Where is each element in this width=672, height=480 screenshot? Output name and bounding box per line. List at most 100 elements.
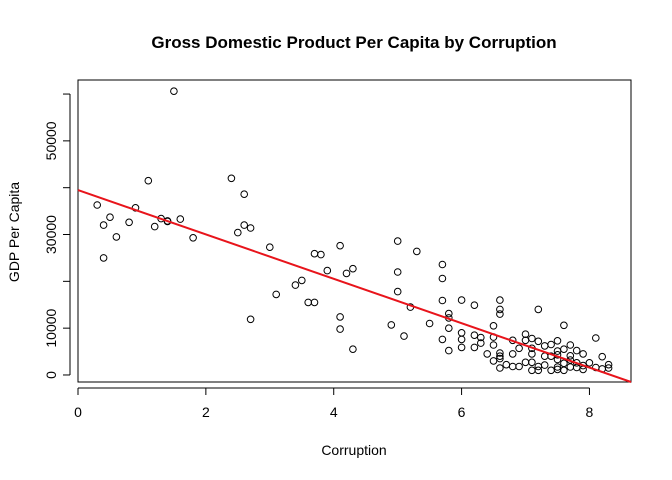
data-point bbox=[438, 274, 447, 283]
data-point bbox=[310, 298, 319, 307]
data-point bbox=[150, 222, 159, 231]
data-point bbox=[99, 254, 108, 262]
data-point bbox=[298, 276, 306, 285]
data-point bbox=[496, 349, 504, 357]
data-point bbox=[227, 174, 236, 183]
y-tick-label: 30000 bbox=[43, 215, 59, 254]
data-point bbox=[457, 296, 466, 304]
data-point bbox=[534, 337, 543, 346]
points-layer bbox=[93, 87, 613, 375]
data-point bbox=[272, 290, 281, 299]
data-point bbox=[508, 350, 517, 358]
data-point bbox=[445, 309, 453, 318]
data-point bbox=[246, 315, 255, 324]
x-tick-label: 4 bbox=[330, 404, 338, 420]
data-point bbox=[604, 360, 613, 369]
data-point bbox=[438, 260, 447, 269]
data-point bbox=[547, 366, 555, 375]
data-point bbox=[400, 332, 408, 340]
data-point bbox=[457, 335, 466, 344]
data-point bbox=[496, 296, 504, 304]
chart-title: Gross Domestic Product Per Capita by Cor… bbox=[151, 33, 556, 52]
data-point bbox=[189, 234, 197, 242]
data-point bbox=[566, 341, 575, 349]
data-point bbox=[496, 352, 504, 361]
plot-frame bbox=[77, 79, 632, 383]
data-point bbox=[592, 334, 600, 342]
regression-line bbox=[77, 189, 632, 383]
data-point bbox=[515, 362, 523, 371]
data-point bbox=[393, 268, 402, 276]
data-point bbox=[496, 310, 504, 318]
y-tick-label: 10000 bbox=[43, 308, 59, 347]
data-point bbox=[125, 218, 133, 227]
x-axis-label: Corruption bbox=[321, 442, 386, 458]
data-point bbox=[393, 287, 402, 296]
data-point bbox=[310, 249, 319, 258]
data-point bbox=[291, 281, 300, 289]
data-point bbox=[234, 228, 242, 237]
data-point bbox=[342, 269, 351, 278]
data-point bbox=[240, 221, 248, 229]
data-point bbox=[477, 339, 485, 347]
y-tick-label: 50000 bbox=[43, 121, 59, 160]
data-point bbox=[521, 330, 530, 339]
data-point bbox=[489, 357, 498, 365]
x-tick-label: 2 bbox=[202, 404, 210, 420]
data-point bbox=[93, 201, 101, 209]
x-tick-label: 0 bbox=[74, 404, 82, 420]
data-point bbox=[502, 360, 511, 369]
data-point bbox=[445, 346, 453, 355]
data-point bbox=[528, 358, 536, 367]
data-point bbox=[425, 319, 434, 328]
data-point bbox=[521, 358, 530, 367]
data-point bbox=[170, 87, 178, 95]
data-point bbox=[445, 324, 453, 333]
data-point bbox=[393, 237, 402, 245]
data-point bbox=[560, 321, 568, 330]
data-point bbox=[489, 322, 498, 330]
data-point bbox=[304, 298, 313, 307]
data-point bbox=[553, 363, 562, 371]
data-point bbox=[336, 325, 344, 333]
data-point bbox=[387, 321, 396, 329]
data-point bbox=[566, 363, 575, 371]
x-tick-label: 8 bbox=[586, 404, 594, 420]
y-axis-label: GDP Per Capita bbox=[6, 182, 22, 282]
data-point bbox=[413, 247, 421, 256]
data-point bbox=[438, 296, 447, 305]
data-point bbox=[540, 342, 549, 350]
y-tick-label: 0 bbox=[43, 371, 59, 379]
data-point bbox=[470, 331, 479, 340]
data-point bbox=[438, 335, 447, 344]
data-point bbox=[470, 301, 479, 310]
data-point bbox=[579, 350, 587, 358]
data-point bbox=[496, 364, 504, 372]
data-point bbox=[457, 343, 466, 352]
data-point bbox=[508, 362, 517, 371]
regression-line-layer bbox=[77, 189, 632, 383]
data-point bbox=[515, 344, 523, 353]
data-point bbox=[534, 305, 543, 314]
data-point bbox=[483, 350, 492, 358]
data-point bbox=[470, 343, 479, 352]
data-point bbox=[240, 190, 248, 198]
data-point bbox=[496, 354, 504, 363]
data-point bbox=[528, 334, 536, 343]
data-point bbox=[323, 266, 332, 275]
data-point bbox=[336, 313, 344, 321]
data-point bbox=[266, 243, 274, 251]
data-point bbox=[598, 352, 607, 361]
data-point bbox=[317, 250, 325, 259]
data-point bbox=[176, 215, 185, 223]
data-point bbox=[547, 340, 555, 349]
data-point bbox=[489, 341, 498, 349]
data-point bbox=[99, 221, 108, 229]
data-point bbox=[540, 361, 549, 369]
data-point bbox=[457, 329, 466, 337]
data-point bbox=[477, 333, 485, 342]
data-point bbox=[560, 345, 568, 354]
data-point bbox=[336, 241, 344, 250]
data-point bbox=[112, 233, 121, 241]
